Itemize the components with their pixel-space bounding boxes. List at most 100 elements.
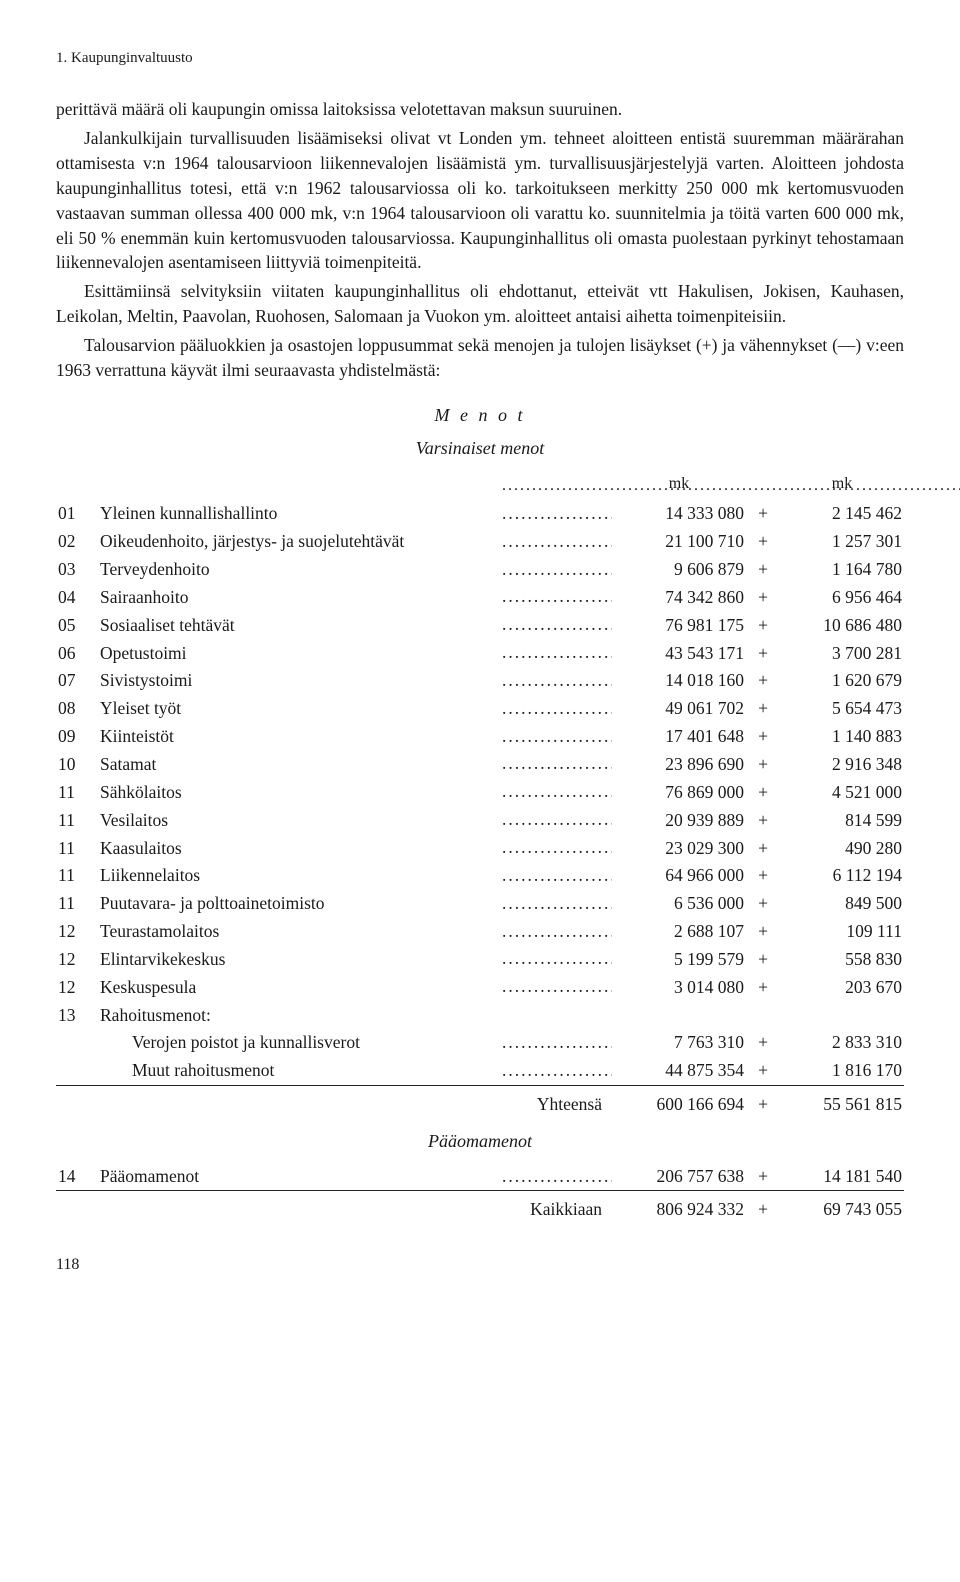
sign: + [746, 528, 780, 556]
row-number: 14 [56, 1163, 98, 1191]
row-number: 12 [56, 945, 98, 973]
amount: 14 333 080 [612, 500, 746, 528]
paragraph: Jalankulkijain turvallisuuden lisäämisek… [56, 126, 904, 275]
row-number: 04 [56, 583, 98, 611]
table-row: 11Vesilaitos 20 939 889+814 599 [56, 806, 904, 834]
amount: 76 981 175 [612, 611, 746, 639]
amount: 9 606 879 [612, 556, 746, 584]
row-number: 12 [56, 973, 98, 1001]
difference: 55 561 815 [780, 1085, 904, 1118]
table-row: 11Sähkölaitos76 869 000+4 521 000 [56, 778, 904, 806]
difference: 2 145 462 [780, 500, 904, 528]
row-number: 09 [56, 723, 98, 751]
sign: + [746, 778, 780, 806]
row-label: Elintarvikekeskus [98, 945, 502, 973]
table-row: 05Sosiaaliset tehtävät76 981 175+10 686 … [56, 611, 904, 639]
amount: 5 199 579 [612, 945, 746, 973]
sign: + [746, 1057, 780, 1085]
table-row: 02Oikeudenhoito, järjestys- ja suojelute… [56, 528, 904, 556]
subrow-label: Muut rahoitusmenot [98, 1057, 502, 1085]
table-row: 11Puutavara- ja polttoainetoimisto6 536 … [56, 890, 904, 918]
paragraph: perittävä määrä oli kaupungin omissa lai… [56, 97, 904, 122]
total-label: Yhteensä [502, 1085, 612, 1118]
difference: 1 816 170 [780, 1057, 904, 1085]
difference: 69 743 055 [780, 1191, 904, 1224]
sign: + [746, 1163, 780, 1191]
row-label: Kaasulaitos [98, 834, 502, 862]
row-label: Yleinen kunnallishallinto [98, 500, 502, 528]
row-number: 11 [56, 890, 98, 918]
row-number: 06 [56, 639, 98, 667]
row-number: 01 [56, 500, 98, 528]
budget-table: mk mk 01Yleinen kunnallishallinto14 333 … [56, 472, 904, 1224]
amount: 3 014 080 [612, 973, 746, 1001]
amount: 20 939 889 [612, 806, 746, 834]
amount: 2 688 107 [612, 918, 746, 946]
sign: + [746, 806, 780, 834]
sign: + [746, 556, 780, 584]
sign: + [746, 1191, 780, 1224]
subsection-title-paaoma: Pääomamenot [58, 1129, 902, 1155]
row-number: 11 [56, 778, 98, 806]
row-number: 11 [56, 862, 98, 890]
sign: + [746, 667, 780, 695]
table-row: 10Satamat23 896 690+2 916 348 [56, 750, 904, 778]
difference: 1 257 301 [780, 528, 904, 556]
amount: 7 763 310 [612, 1029, 746, 1057]
difference: 6 112 194 [780, 862, 904, 890]
row-label: Sivistystoimi [98, 667, 502, 695]
table-row: 11Kaasulaitos23 029 300+490 280 [56, 834, 904, 862]
row-number: 11 [56, 806, 98, 834]
table-row: 07Sivistystoimi14 018 160+1 620 679 [56, 667, 904, 695]
difference: 2 916 348 [780, 750, 904, 778]
amount: 44 875 354 [612, 1057, 746, 1085]
row-number: 12 [56, 918, 98, 946]
subsection-title-varsinaiset: Varsinaiset menot [56, 436, 904, 462]
difference: 3 700 281 [780, 639, 904, 667]
difference: 6 956 464 [780, 583, 904, 611]
difference: 109 111 [780, 918, 904, 946]
sign: + [746, 750, 780, 778]
amount: 600 166 694 [612, 1085, 746, 1118]
sign: + [746, 500, 780, 528]
sign: + [746, 611, 780, 639]
amount: 17 401 648 [612, 723, 746, 751]
table-row: 11Liikennelaitos64 966 000+6 112 194 [56, 862, 904, 890]
paragraph: Esittämiinsä selvityksiin viitaten kaupu… [56, 279, 904, 329]
row-number: 13 [56, 1001, 98, 1029]
difference: 814 599 [780, 806, 904, 834]
sign: + [746, 834, 780, 862]
difference: 5 654 473 [780, 695, 904, 723]
row-number: 02 [56, 528, 98, 556]
row-label: Sähkölaitos [98, 778, 502, 806]
difference: 490 280 [780, 834, 904, 862]
row-number: 08 [56, 695, 98, 723]
table-row: 12Elintarvikekeskus5 199 579+558 830 [56, 945, 904, 973]
row-number: 03 [56, 556, 98, 584]
paragraph: Talousarvion pääluokkien ja osastojen lo… [56, 333, 904, 383]
row-label: Satamat [98, 750, 502, 778]
row-label: Rahoitusmenot: [98, 1001, 612, 1029]
amount: 43 543 171 [612, 639, 746, 667]
row-label: Kiinteistöt [98, 723, 502, 751]
row-label: Terveydenhoito [98, 556, 502, 584]
row-label: Yleiset työt [98, 695, 502, 723]
table-row: 12Teurastamolaitos2 688 107+109 111 [56, 918, 904, 946]
row-label: Vesilaitos [98, 806, 502, 834]
difference: 2 833 310 [780, 1029, 904, 1057]
table-row: 12Keskuspesula3 014 080+203 670 [56, 973, 904, 1001]
row-label: Puutavara- ja polttoainetoimisto [98, 890, 502, 918]
table-row: 08Yleiset työt49 061 702+5 654 473 [56, 695, 904, 723]
difference: 14 181 540 [780, 1163, 904, 1191]
page-header: 1. Kaupunginvaltuusto [56, 48, 904, 69]
difference: 203 670 [780, 973, 904, 1001]
section-title-menot: M e n o t [56, 403, 904, 429]
amount: 23 896 690 [612, 750, 746, 778]
row-label: Teurastamolaitos [98, 918, 502, 946]
difference: 4 521 000 [780, 778, 904, 806]
amount: 49 061 702 [612, 695, 746, 723]
row-label: Opetustoimi [98, 639, 502, 667]
table-row: 06Opetustoimi43 543 171+3 700 281 [56, 639, 904, 667]
row-number: 05 [56, 611, 98, 639]
sign: + [746, 973, 780, 1001]
